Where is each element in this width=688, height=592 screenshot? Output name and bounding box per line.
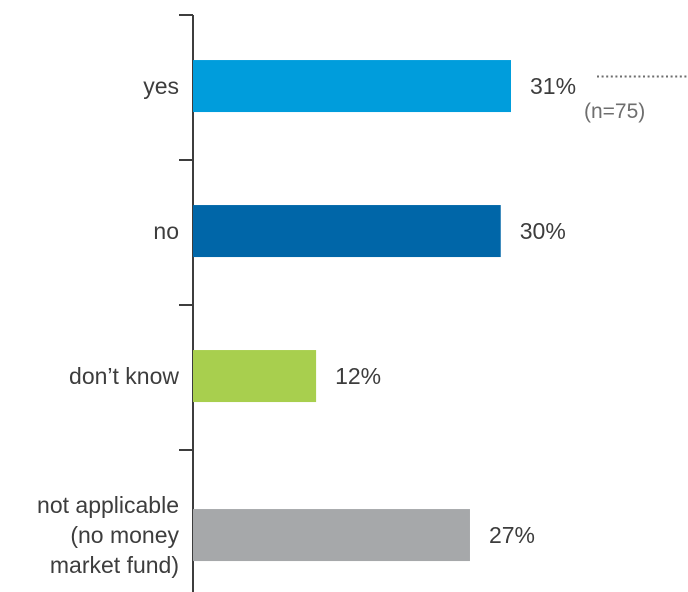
value-label: 30% bbox=[520, 218, 566, 244]
value-label: 31% bbox=[530, 73, 576, 99]
category-label: not applicable bbox=[37, 492, 179, 518]
labels-layer: 31% yes 30% no 12% don’t know 27% not applicabl… bbox=[37, 73, 576, 578]
bar bbox=[193, 205, 501, 258]
bar bbox=[193, 350, 317, 403]
value-label: 12% bbox=[335, 363, 381, 389]
category-label: market fund) bbox=[50, 552, 179, 578]
annotation-layer: (n=75) bbox=[584, 75, 688, 123]
category-label: yes bbox=[143, 73, 179, 99]
axis-layer bbox=[179, 14, 194, 592]
bar bbox=[193, 60, 511, 113]
category-label: no bbox=[153, 218, 179, 244]
bar bbox=[193, 509, 470, 562]
sample-size-note: (n=75) bbox=[584, 100, 645, 123]
value-label: 27% bbox=[489, 522, 535, 548]
category-label: don’t know bbox=[69, 363, 179, 389]
category-label: (no money bbox=[70, 522, 179, 548]
bars-layer bbox=[193, 60, 511, 562]
